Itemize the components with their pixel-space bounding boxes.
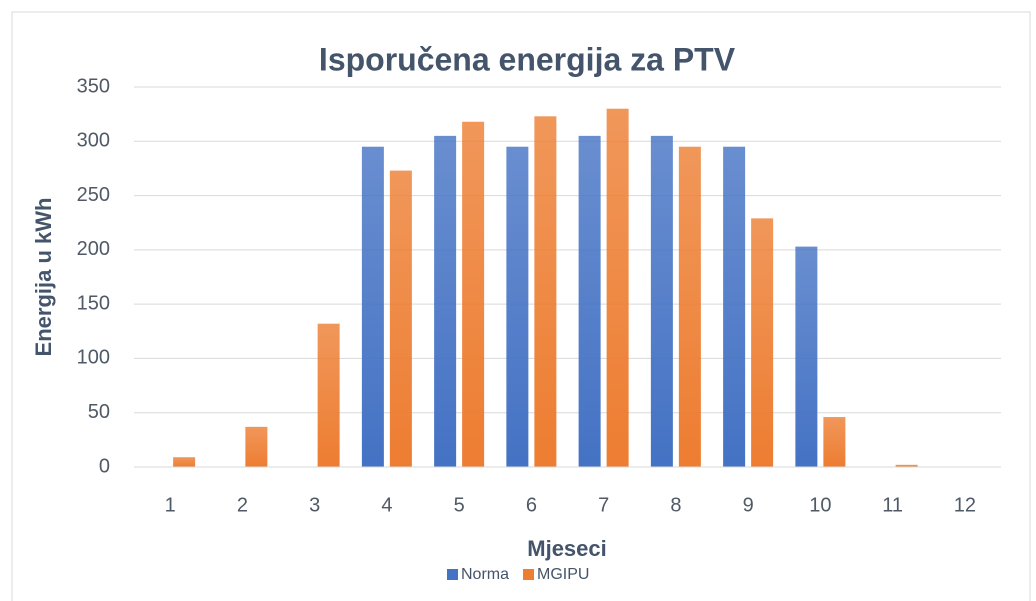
- x-tick-label: 3: [309, 494, 320, 516]
- x-tick-label: 10: [809, 494, 831, 516]
- y-tick-label: 250: [77, 184, 110, 206]
- y-tick-label: 50: [88, 401, 110, 423]
- y-axis-label: Energija u kWh: [31, 198, 56, 357]
- legend-label: Norma: [461, 566, 509, 583]
- x-tick-label: 11: [882, 494, 903, 516]
- legend-swatch: [447, 569, 458, 580]
- bar: [506, 146, 529, 467]
- y-tick-label: 150: [77, 292, 110, 314]
- x-axis-label: Mjeseci: [527, 536, 607, 561]
- bar: [317, 323, 340, 467]
- y-tick-label: 200: [77, 238, 110, 260]
- bar: [606, 108, 629, 467]
- bar: [895, 464, 918, 467]
- chart-title: Isporučena energija za PTV: [319, 41, 736, 77]
- x-tick-label: 9: [743, 494, 754, 516]
- bar: [650, 135, 673, 467]
- bar: [389, 170, 412, 467]
- bar: [173, 457, 196, 467]
- y-tick-label: 0: [99, 455, 110, 477]
- bar: [723, 146, 746, 467]
- x-tick-label: 12: [954, 494, 976, 516]
- legend-label: MGIPU: [537, 566, 589, 583]
- x-tick-label: 5: [454, 494, 465, 516]
- bar: [462, 121, 485, 467]
- bar: [434, 135, 457, 467]
- bar: [751, 218, 774, 467]
- bar: [578, 135, 601, 467]
- x-tick-label: 1: [165, 494, 176, 516]
- x-tick-label: 4: [381, 494, 392, 516]
- legend-swatch: [523, 569, 535, 580]
- bar: [534, 116, 557, 468]
- bar: [361, 146, 384, 467]
- y-tick-label: 300: [77, 130, 110, 152]
- y-tick-label: 100: [77, 347, 110, 369]
- x-tick-label: 7: [598, 494, 609, 516]
- x-tick-label: 8: [670, 494, 681, 516]
- x-tick-label: 6: [526, 494, 537, 516]
- bar: [823, 417, 846, 467]
- y-tick-label: 350: [77, 75, 110, 97]
- bar: [795, 246, 818, 467]
- bar: [245, 426, 268, 467]
- bar: [678, 146, 701, 467]
- x-tick-label: 2: [237, 494, 248, 516]
